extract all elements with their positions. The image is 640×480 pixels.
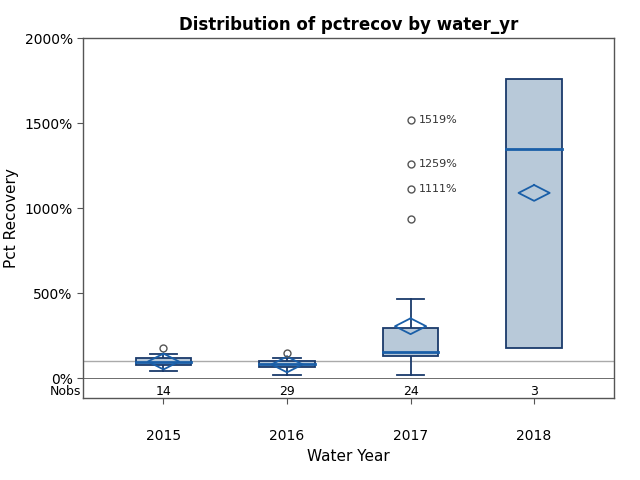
Bar <box>383 328 438 356</box>
Text: 3: 3 <box>530 385 538 398</box>
Text: 1111%: 1111% <box>419 184 458 194</box>
Bar <box>136 359 191 365</box>
Text: 29: 29 <box>279 385 295 398</box>
Text: 1519%: 1519% <box>419 115 458 125</box>
Y-axis label: Pct Recovery: Pct Recovery <box>4 168 19 268</box>
Bar <box>259 361 315 368</box>
Text: 1259%: 1259% <box>419 159 458 169</box>
Text: Nobs: Nobs <box>49 385 81 398</box>
Title: Distribution of pctrecov by water_yr: Distribution of pctrecov by water_yr <box>179 16 518 34</box>
X-axis label: Water Year: Water Year <box>307 448 390 464</box>
Bar <box>506 79 562 348</box>
Text: 14: 14 <box>156 385 172 398</box>
Text: 24: 24 <box>403 385 419 398</box>
